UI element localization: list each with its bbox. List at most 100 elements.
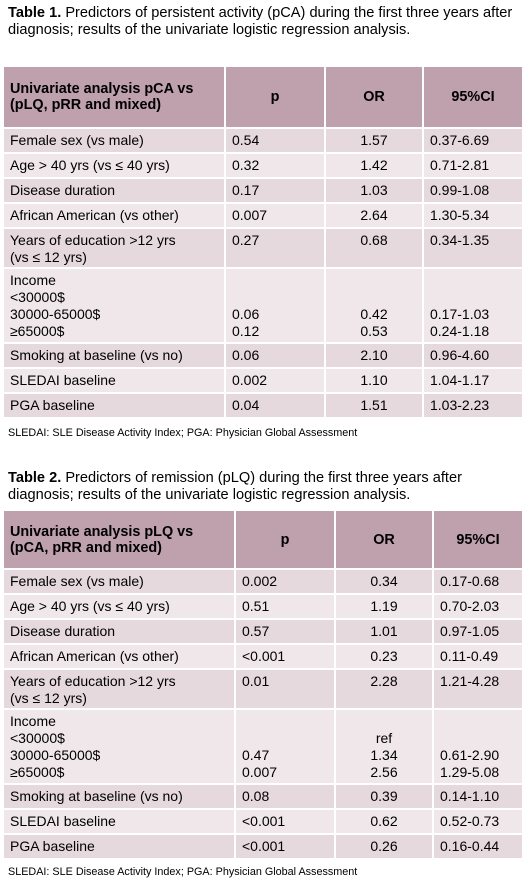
table-row: Female sex (vs male) 0.54 1.57 0.37-6.69 bbox=[4, 129, 524, 154]
row-or: 1.03 bbox=[326, 179, 424, 204]
row-ci: 0.34-1.35 bbox=[424, 229, 524, 269]
table1-header-analysis: Univariate analysis pCA vs (pLQ, pRR and… bbox=[4, 67, 226, 129]
table-row: Female sex (vs male) 0.002 0.34 0.17-0.6… bbox=[4, 570, 524, 595]
row-label: Income <30000$ 30000-65000$ ≥65000$ bbox=[4, 269, 226, 344]
table-row: SLEDAI baseline 0.002 1.10 1.04-1.17 bbox=[4, 369, 524, 394]
row-ci: 0.61-2.90 1.29-5.08 bbox=[434, 710, 524, 785]
row-label: Disease duration bbox=[4, 620, 236, 645]
row-or: 0.23 bbox=[336, 645, 434, 670]
row-p: 0.47 0.007 bbox=[236, 710, 336, 785]
table1-footnote: SLEDAI: SLE Disease Activity Index; PGA:… bbox=[8, 427, 358, 439]
row-label: Smoking at baseline (vs no) bbox=[4, 344, 226, 369]
row-label: Years of education >12 yrs (vs ≤ 12 yrs) bbox=[4, 229, 226, 269]
row-or: 1.19 bbox=[336, 595, 434, 620]
row-p: 0.51 bbox=[236, 595, 336, 620]
row-ci: 0.96-4.60 bbox=[424, 344, 524, 369]
row-p: 0.06 bbox=[226, 344, 326, 369]
row-ci: 1.04-1.17 bbox=[424, 369, 524, 394]
table1-header-p: p bbox=[226, 67, 326, 129]
row-ci: 0.17-1.03 0.24-1.18 bbox=[424, 269, 524, 344]
row-p: 0.27 bbox=[226, 229, 326, 269]
row-ci: 0.11-0.49 bbox=[434, 645, 524, 670]
row-p: 0.002 bbox=[236, 570, 336, 595]
row-or: 0.42 0.53 bbox=[326, 269, 424, 344]
row-p: 0.01 bbox=[236, 670, 336, 710]
row-or: 1.01 bbox=[336, 620, 434, 645]
row-ci: 0.70-2.03 bbox=[434, 595, 524, 620]
row-label: Income <30000$ 30000-65000$ ≥65000$ bbox=[4, 710, 236, 785]
row-label: African American (vs other) bbox=[4, 645, 236, 670]
row-label: Disease duration bbox=[4, 179, 226, 204]
row-p: <0.001 bbox=[236, 810, 336, 835]
row-label: PGA baseline bbox=[4, 835, 236, 860]
row-ci: 0.14-1.10 bbox=[434, 785, 524, 810]
row-label: SLEDAI baseline bbox=[4, 810, 236, 835]
row-or: 2.10 bbox=[326, 344, 424, 369]
row-label: Age > 40 yrs (vs ≤ 40 yrs) bbox=[4, 595, 236, 620]
row-ci: 0.37-6.69 bbox=[424, 129, 524, 154]
row-ci: 0.99-1.08 bbox=[424, 179, 524, 204]
table2-header-analysis: Univariate analysis pLQ vs (pCA, pRR and… bbox=[4, 511, 236, 570]
row-p: 0.32 bbox=[226, 154, 326, 179]
table-row: SLEDAI baseline <0.001 0.62 0.52-0.73 bbox=[4, 810, 524, 835]
row-or: 2.64 bbox=[326, 204, 424, 229]
row-p: 0.002 bbox=[226, 369, 326, 394]
row-or: 1.10 bbox=[326, 369, 424, 394]
row-ci: 1.21-4.28 bbox=[434, 670, 524, 710]
row-or: 1.57 bbox=[326, 129, 424, 154]
table2-footnote: SLEDAI: SLE Disease Activity Index; PGA:… bbox=[8, 866, 358, 878]
row-ci: 0.17-0.68 bbox=[434, 570, 524, 595]
row-p: <0.001 bbox=[236, 645, 336, 670]
row-or: 0.68 bbox=[326, 229, 424, 269]
row-ci: 0.52-0.73 bbox=[434, 810, 524, 835]
row-p: 0.04 bbox=[226, 394, 326, 419]
row-label: SLEDAI baseline bbox=[4, 369, 226, 394]
row-label: Smoking at baseline (vs no) bbox=[4, 785, 236, 810]
table-row: Income <30000$ 30000-65000$ ≥65000$ 0.47… bbox=[4, 710, 524, 785]
table2-caption-text: Predictors of remission (pLQ) during the… bbox=[8, 470, 462, 503]
row-or: 0.26 bbox=[336, 835, 434, 860]
table1-header-or: OR bbox=[326, 67, 424, 129]
table-row: PGA baseline 0.04 1.51 1.03-2.23 bbox=[4, 394, 524, 419]
table2-header-or: OR bbox=[336, 511, 434, 570]
table1-header-ci: 95%CI bbox=[424, 67, 524, 129]
row-label: PGA baseline bbox=[4, 394, 226, 419]
table-row: Income <30000$ 30000-65000$ ≥65000$ 0.06… bbox=[4, 269, 524, 344]
row-p: 0.06 0.12 bbox=[226, 269, 326, 344]
table1-header-row: Univariate analysis pCA vs (pLQ, pRR and… bbox=[4, 67, 524, 129]
row-or: 1.42 bbox=[326, 154, 424, 179]
row-label: African American (vs other) bbox=[4, 204, 226, 229]
table-row: African American (vs other) 0.007 2.64 1… bbox=[4, 204, 524, 229]
row-p: <0.001 bbox=[236, 835, 336, 860]
row-p: 0.007 bbox=[226, 204, 326, 229]
row-or: 0.34 bbox=[336, 570, 434, 595]
row-p: 0.57 bbox=[236, 620, 336, 645]
table-row: African American (vs other) <0.001 0.23 … bbox=[4, 645, 524, 670]
row-p: 0.08 bbox=[236, 785, 336, 810]
table1-caption-text: Predictors of persistent activity (pCA) … bbox=[8, 5, 513, 38]
row-p: 0.54 bbox=[226, 129, 326, 154]
table2: Univariate analysis pLQ vs (pCA, pRR and… bbox=[4, 511, 524, 860]
table-row: Age > 40 yrs (vs ≤ 40 yrs) 0.32 1.42 0.7… bbox=[4, 154, 524, 179]
table2-header-p: p bbox=[236, 511, 336, 570]
row-p: 0.17 bbox=[226, 179, 326, 204]
row-label: Female sex (vs male) bbox=[4, 570, 236, 595]
table-row: PGA baseline <0.001 0.26 0.16-0.44 bbox=[4, 835, 524, 860]
row-or: 1.51 bbox=[326, 394, 424, 419]
table-row: Years of education >12 yrs (vs ≤ 12 yrs)… bbox=[4, 229, 524, 269]
row-or: 2.28 bbox=[336, 670, 434, 710]
row-ci: 0.97-1.05 bbox=[434, 620, 524, 645]
row-label: Female sex (vs male) bbox=[4, 129, 226, 154]
table1-caption: Table 1. Predictors of persistent activi… bbox=[8, 5, 528, 39]
table-row: Disease duration 0.17 1.03 0.99-1.08 bbox=[4, 179, 524, 204]
row-or: 0.39 bbox=[336, 785, 434, 810]
row-ci: 0.71-2.81 bbox=[424, 154, 524, 179]
table2-header-row: Univariate analysis pLQ vs (pCA, pRR and… bbox=[4, 511, 524, 570]
table1-caption-label: Table 1. bbox=[8, 5, 62, 21]
table-row: Years of education >12 yrs (vs ≤ 12 yrs)… bbox=[4, 670, 524, 710]
row-ci: 1.30-5.34 bbox=[424, 204, 524, 229]
row-label: Years of education >12 yrs (vs ≤ 12 yrs) bbox=[4, 670, 236, 710]
table-row: Smoking at baseline (vs no) 0.08 0.39 0.… bbox=[4, 785, 524, 810]
table2-caption-label: Table 2. bbox=[8, 470, 62, 486]
